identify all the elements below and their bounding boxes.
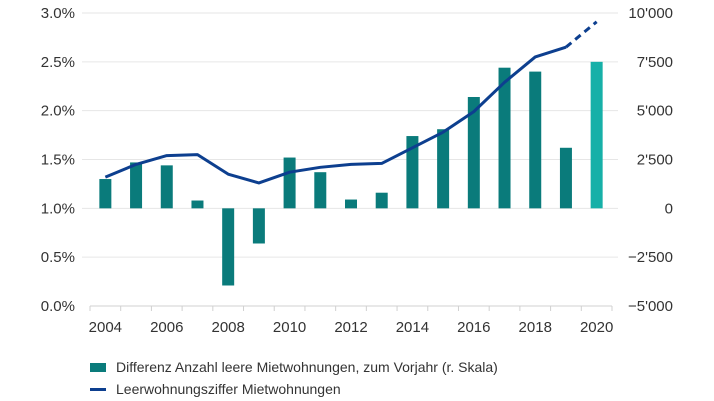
- legend-label: Leerwohnungsziffer Mietwohnungen: [116, 381, 341, 397]
- bar: [467, 96, 480, 209]
- bar: [191, 200, 204, 209]
- chart: 2004 2006 2008 2010 2012 2014 2016 2018 2020 0.0…: [41, 5, 673, 336]
- y-left-tick-label: 1.0%: [41, 200, 75, 217]
- x-tick-label: 2020: [580, 319, 613, 336]
- y-right-tick-label: 5'000: [637, 103, 673, 120]
- bar: [559, 147, 572, 209]
- y-right-tick-label: −2'500: [628, 249, 673, 266]
- bar: [590, 61, 603, 209]
- bar: [406, 136, 419, 209]
- x-tick-label: 2004: [89, 319, 122, 336]
- bar-series: [99, 61, 603, 286]
- y-right-tick-label: −5'000: [628, 298, 673, 315]
- x-tick-label: 2008: [211, 319, 244, 336]
- y-right-tick-label: 10'000: [628, 5, 673, 22]
- bar: [498, 67, 511, 209]
- bar: [160, 165, 173, 209]
- x-axis: 2004 2006 2008 2010 2012 2014 2016 2018 2020: [89, 305, 613, 336]
- x-tick-label: 2016: [457, 319, 490, 336]
- x-tick-label: 2010: [273, 319, 306, 336]
- y-right-tick-label: 7'500: [637, 54, 673, 71]
- bar: [252, 208, 265, 244]
- bar: [283, 157, 296, 209]
- legend-swatch-line: [90, 387, 106, 391]
- y-left-tick-label: 2.0%: [41, 103, 75, 120]
- legend-item-bars: Differenz Anzahl leere Mietwohnungen, zu…: [90, 356, 498, 378]
- x-tick-label: 2006: [150, 319, 183, 336]
- legend-swatch-bar: [90, 362, 106, 372]
- bar: [222, 208, 235, 286]
- y-left-tick-label: 2.5%: [41, 54, 75, 71]
- y-left-tick-label: 1.5%: [41, 152, 75, 169]
- x-tick-label: 2018: [519, 319, 552, 336]
- y-left-tick-label: 0.5%: [41, 249, 75, 266]
- y-left-tick-label: 3.0%: [41, 5, 75, 22]
- line-solid: [104, 45, 567, 185]
- bar: [99, 179, 112, 209]
- y-right-tick-label: 0: [665, 200, 673, 217]
- y-axis-left: 0.0% 0.5% 1.0% 1.5% 2.0% 2.5% 3.0%: [41, 5, 75, 315]
- bar: [437, 129, 450, 209]
- legend: Differenz Anzahl leere Mietwohnungen, zu…: [90, 356, 498, 400]
- legend-label: Differenz Anzahl leere Mietwohnungen, zu…: [116, 359, 498, 375]
- line-series: [104, 20, 598, 185]
- y-axis-right: −5'000 −2'500 0 2'500 5'000 7'500 10'000: [628, 5, 673, 315]
- line-dashed-forecast: [564, 20, 598, 49]
- y-left-tick-label: 0.0%: [41, 298, 75, 315]
- y-right-tick-label: 2'500: [637, 152, 673, 169]
- bar: [345, 199, 357, 209]
- bar: [529, 71, 542, 209]
- bar: [130, 162, 143, 209]
- x-tick-label: 2014: [396, 319, 429, 336]
- bar: [375, 192, 388, 209]
- bar: [314, 172, 327, 209]
- x-tick-label: 2012: [334, 319, 367, 336]
- legend-item-line: Leerwohnungsziffer Mietwohnungen: [90, 378, 498, 400]
